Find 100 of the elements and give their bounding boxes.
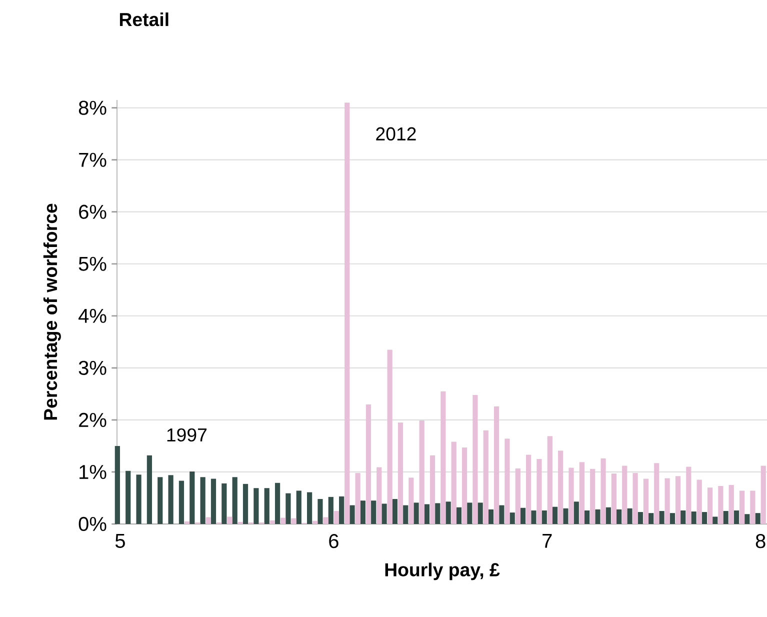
bar xyxy=(680,510,686,524)
bar xyxy=(114,446,120,524)
y-tick-label: 2% xyxy=(79,412,106,427)
bar xyxy=(232,477,238,524)
bar xyxy=(526,454,532,524)
bar xyxy=(616,509,622,524)
bar xyxy=(664,478,670,524)
y-tick-label: 6% xyxy=(79,204,106,219)
bar xyxy=(366,404,372,524)
bar xyxy=(563,508,568,524)
bar xyxy=(323,517,328,524)
bar xyxy=(574,502,579,524)
bar xyxy=(430,455,436,524)
series-label: 2012 xyxy=(376,127,416,141)
bar xyxy=(190,471,195,524)
bar xyxy=(675,476,681,524)
y-tick-label: 4% xyxy=(78,308,106,323)
bar xyxy=(376,467,382,524)
bar xyxy=(274,482,280,524)
bar xyxy=(355,473,360,524)
bar xyxy=(611,474,616,524)
bar xyxy=(515,468,520,524)
bar xyxy=(408,478,414,524)
bar xyxy=(446,502,451,524)
bar xyxy=(270,520,275,524)
bar xyxy=(472,394,478,524)
bar xyxy=(696,480,702,524)
bar xyxy=(200,477,206,524)
bar xyxy=(424,504,430,524)
bar xyxy=(210,478,216,524)
bar xyxy=(178,480,184,524)
bar xyxy=(584,510,590,524)
bar xyxy=(334,510,339,524)
bar xyxy=(552,506,558,524)
x-tick-label: 7 xyxy=(542,534,552,548)
bar xyxy=(494,406,500,524)
bar xyxy=(146,455,152,524)
bar xyxy=(579,462,584,524)
bar xyxy=(328,496,334,524)
bar xyxy=(451,442,456,524)
y-tick-label: 7% xyxy=(79,152,106,167)
bar xyxy=(595,509,600,524)
bar xyxy=(750,490,756,524)
bar xyxy=(606,507,611,524)
bar xyxy=(558,450,564,524)
bar xyxy=(686,466,692,524)
bar xyxy=(499,505,504,524)
bar xyxy=(744,514,750,524)
bar xyxy=(467,502,472,524)
bar xyxy=(440,391,446,524)
bar xyxy=(654,463,660,524)
bar xyxy=(520,508,526,524)
bar xyxy=(622,466,628,524)
bar xyxy=(456,507,462,524)
bar xyxy=(504,438,510,524)
bar xyxy=(339,496,344,524)
bar xyxy=(760,466,766,524)
bar xyxy=(318,499,323,524)
chart-title: Retail xyxy=(120,12,168,26)
bar xyxy=(403,505,408,524)
bar xyxy=(392,499,398,524)
x-tick-label: 8 xyxy=(756,534,766,548)
bar xyxy=(371,500,376,524)
bar xyxy=(382,504,387,524)
bar xyxy=(728,484,734,524)
bar xyxy=(184,521,190,524)
bar xyxy=(723,510,728,524)
bar xyxy=(734,510,740,524)
bar xyxy=(242,484,248,524)
y-tick-label: 3% xyxy=(78,360,106,375)
y-tick-label: 5% xyxy=(78,256,106,271)
bar xyxy=(718,486,724,524)
bar xyxy=(222,483,227,524)
bar xyxy=(360,500,366,524)
y-tick-label: 0% xyxy=(78,516,106,532)
bar xyxy=(296,490,302,524)
bar xyxy=(136,474,142,524)
bar xyxy=(126,470,131,524)
bar xyxy=(483,430,488,524)
bar xyxy=(536,458,542,524)
x-tick-label: 5 xyxy=(115,534,125,548)
bar xyxy=(312,520,318,524)
bar xyxy=(414,502,419,524)
x-tick-label: 6 xyxy=(329,534,338,548)
bar xyxy=(344,102,350,524)
bar xyxy=(643,478,649,524)
bar xyxy=(168,475,174,524)
bar xyxy=(568,468,574,524)
x-axis-title: Hourly pay, £ xyxy=(385,562,500,580)
bar xyxy=(590,468,596,524)
bar xyxy=(286,493,291,524)
bar xyxy=(739,490,745,524)
y-tick-label: 8% xyxy=(78,100,106,115)
bar xyxy=(627,508,632,524)
bar xyxy=(670,513,675,524)
bar xyxy=(280,518,286,524)
bar xyxy=(638,512,643,524)
bar xyxy=(510,512,515,524)
bar xyxy=(712,516,718,524)
bar xyxy=(632,473,638,524)
